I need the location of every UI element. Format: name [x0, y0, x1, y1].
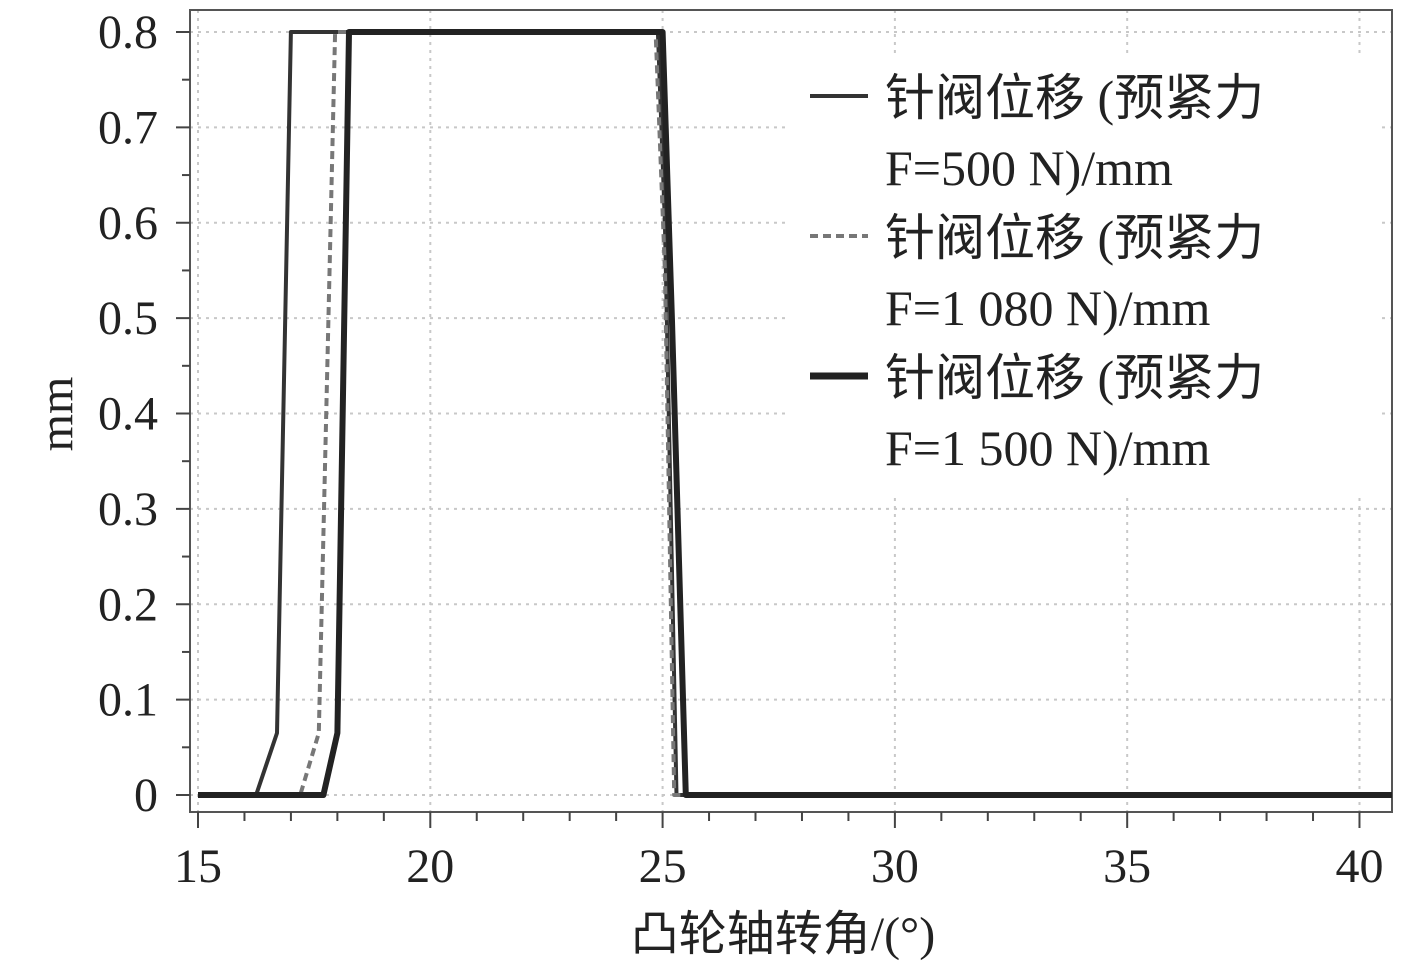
legend-label-1b: F=500 N)/mm — [885, 140, 1173, 196]
series-line-3 — [198, 29, 1392, 798]
y-tick-label-8: 0.8 — [98, 6, 158, 59]
y-tick-label-6: 0.6 — [98, 197, 158, 250]
x-tick-label-4: 35 — [1103, 840, 1151, 893]
y-tick-label-3: 0.3 — [98, 483, 158, 536]
series-lines — [198, 29, 1392, 798]
tick-labels: 15 20 25 30 35 40 0 0.1 0.2 0.3 0.4 0.5 0.6 0.7 0.8 — [98, 6, 1383, 893]
legend-background — [790, 55, 1380, 495]
legend-label-2a: 针阀位移 (预紧力 — [885, 210, 1264, 266]
axes — [176, 9, 1393, 828]
y-tick-label-5: 0.5 — [98, 292, 158, 345]
legend-label-2b: F=1 080 N)/mm — [885, 280, 1211, 336]
y-tick-label-1: 0.1 — [98, 674, 158, 727]
x-axis-title: 凸轮轴转角/(°) — [631, 908, 936, 961]
plot-frame — [189, 9, 1393, 813]
y-tick-label-4: 0.4 — [98, 388, 158, 441]
y-tick-label-2: 0.2 — [98, 578, 158, 631]
x-tick-label-0: 15 — [174, 840, 222, 893]
y-tick-label-0: 0 — [134, 769, 158, 822]
legend-label-3a: 针阀位移 (预紧力 — [885, 350, 1264, 406]
y-axis-title: mm — [30, 377, 83, 452]
x-tick-label-1: 20 — [406, 840, 454, 893]
x-tick-label-5: 40 — [1335, 840, 1383, 893]
x-tick-label-2: 25 — [639, 840, 687, 893]
legend-label-1a: 针阀位移 (预紧力 — [885, 70, 1264, 126]
y-tick-label-7: 0.7 — [98, 101, 158, 154]
legend: 针阀位移 (预紧力 F=500 N)/mm 针阀位移 (预紧力 F=1 080 … — [790, 55, 1380, 495]
legend-label-3b: F=1 500 N)/mm — [885, 420, 1211, 476]
x-tick-label-3: 30 — [871, 840, 919, 893]
